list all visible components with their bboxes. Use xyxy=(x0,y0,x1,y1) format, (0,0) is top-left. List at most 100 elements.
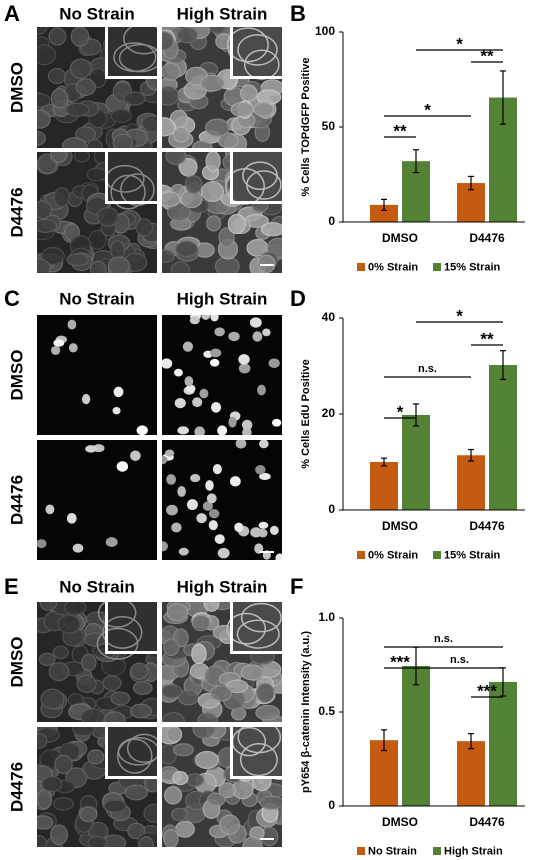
inset xyxy=(230,152,282,204)
y-tick-label: 20 xyxy=(322,406,336,420)
significance-label: *** xyxy=(390,652,410,671)
cell xyxy=(89,260,107,273)
cell xyxy=(103,799,127,813)
nucleus xyxy=(252,331,263,342)
cell xyxy=(37,218,58,233)
row-label: D4476 xyxy=(7,475,26,525)
cell xyxy=(110,108,132,123)
y-axis-label: pY654 β-catenin Intensity (a.u.) xyxy=(300,631,312,793)
nucleus xyxy=(165,504,178,516)
column-label: No Strain xyxy=(59,4,135,23)
nucleus xyxy=(210,348,222,358)
cell xyxy=(87,835,108,847)
inset-cell xyxy=(102,615,143,649)
inset-cell xyxy=(225,168,265,205)
bar xyxy=(370,462,398,510)
cell xyxy=(75,126,96,143)
micrograph-content xyxy=(162,602,282,722)
legend-swatch xyxy=(433,551,441,559)
cell xyxy=(41,776,63,793)
micrograph xyxy=(37,315,157,435)
nucleus xyxy=(177,486,186,497)
nucleus xyxy=(53,339,65,347)
cell xyxy=(138,836,154,847)
cell xyxy=(112,133,134,148)
inset-cell xyxy=(246,170,282,200)
cell xyxy=(73,152,90,163)
cell xyxy=(164,786,183,805)
nucleus xyxy=(113,386,124,398)
cell xyxy=(69,58,92,79)
cell xyxy=(76,674,97,693)
cell xyxy=(163,638,180,656)
cell xyxy=(130,662,149,680)
cell xyxy=(259,795,282,810)
error-bar xyxy=(468,175,474,191)
nucleus xyxy=(37,539,47,549)
cell xyxy=(52,796,74,811)
inset-border xyxy=(230,27,282,79)
nucleus xyxy=(174,368,183,377)
y-tick-label: 0 xyxy=(328,502,335,516)
cell xyxy=(37,109,51,129)
nucleus xyxy=(136,425,148,435)
cell xyxy=(162,31,174,51)
cell xyxy=(81,653,97,672)
cell xyxy=(209,27,227,35)
nucleus xyxy=(257,384,266,396)
cell xyxy=(173,743,194,757)
cell xyxy=(162,191,181,208)
inset-cell xyxy=(236,619,280,649)
legend-swatch xyxy=(433,847,441,855)
cell xyxy=(205,152,221,172)
inset-border xyxy=(105,602,157,654)
nucleus xyxy=(72,543,84,553)
x-tick-label: D4476 xyxy=(469,519,505,533)
cell xyxy=(260,222,282,237)
column-label: High Strain xyxy=(177,4,268,23)
cell xyxy=(170,807,189,821)
inset-cell xyxy=(97,602,137,628)
cell xyxy=(48,662,70,682)
row-label: DMSO xyxy=(7,350,26,401)
nucleus xyxy=(162,455,168,465)
cell xyxy=(240,84,258,102)
nucleus xyxy=(185,384,196,393)
inset-cell xyxy=(237,34,278,66)
nucleus xyxy=(130,450,141,461)
x-tick-label: DMSO xyxy=(382,231,418,245)
nucleus xyxy=(189,316,200,325)
cell xyxy=(47,68,66,85)
x-tick-label: D4476 xyxy=(469,815,505,829)
cell xyxy=(124,784,149,801)
error-bar xyxy=(413,149,419,174)
nucleus xyxy=(234,522,244,533)
micrograph xyxy=(162,727,282,847)
row-label: D4476 xyxy=(7,187,26,237)
cell xyxy=(37,27,48,35)
cell xyxy=(204,118,230,137)
nucleus xyxy=(50,345,61,355)
y-tick-label: 0 xyxy=(328,798,335,812)
cell xyxy=(192,727,216,739)
cell xyxy=(184,175,203,194)
cell xyxy=(162,62,181,81)
legend-swatch xyxy=(357,847,365,855)
cell xyxy=(110,691,131,706)
legend-swatch xyxy=(357,263,365,271)
micrograph xyxy=(162,315,282,435)
cell xyxy=(162,85,180,106)
bar xyxy=(489,681,517,806)
cell xyxy=(201,181,225,202)
cell xyxy=(230,101,255,118)
nucleus xyxy=(206,493,217,504)
nucleus xyxy=(174,398,186,409)
cell xyxy=(172,126,190,143)
cell xyxy=(163,829,179,847)
cell xyxy=(96,206,119,227)
nucleus xyxy=(275,553,282,560)
column-label: High Strain xyxy=(177,577,268,596)
cell xyxy=(197,712,218,722)
nucleus xyxy=(178,547,189,556)
error-bar xyxy=(468,733,474,750)
